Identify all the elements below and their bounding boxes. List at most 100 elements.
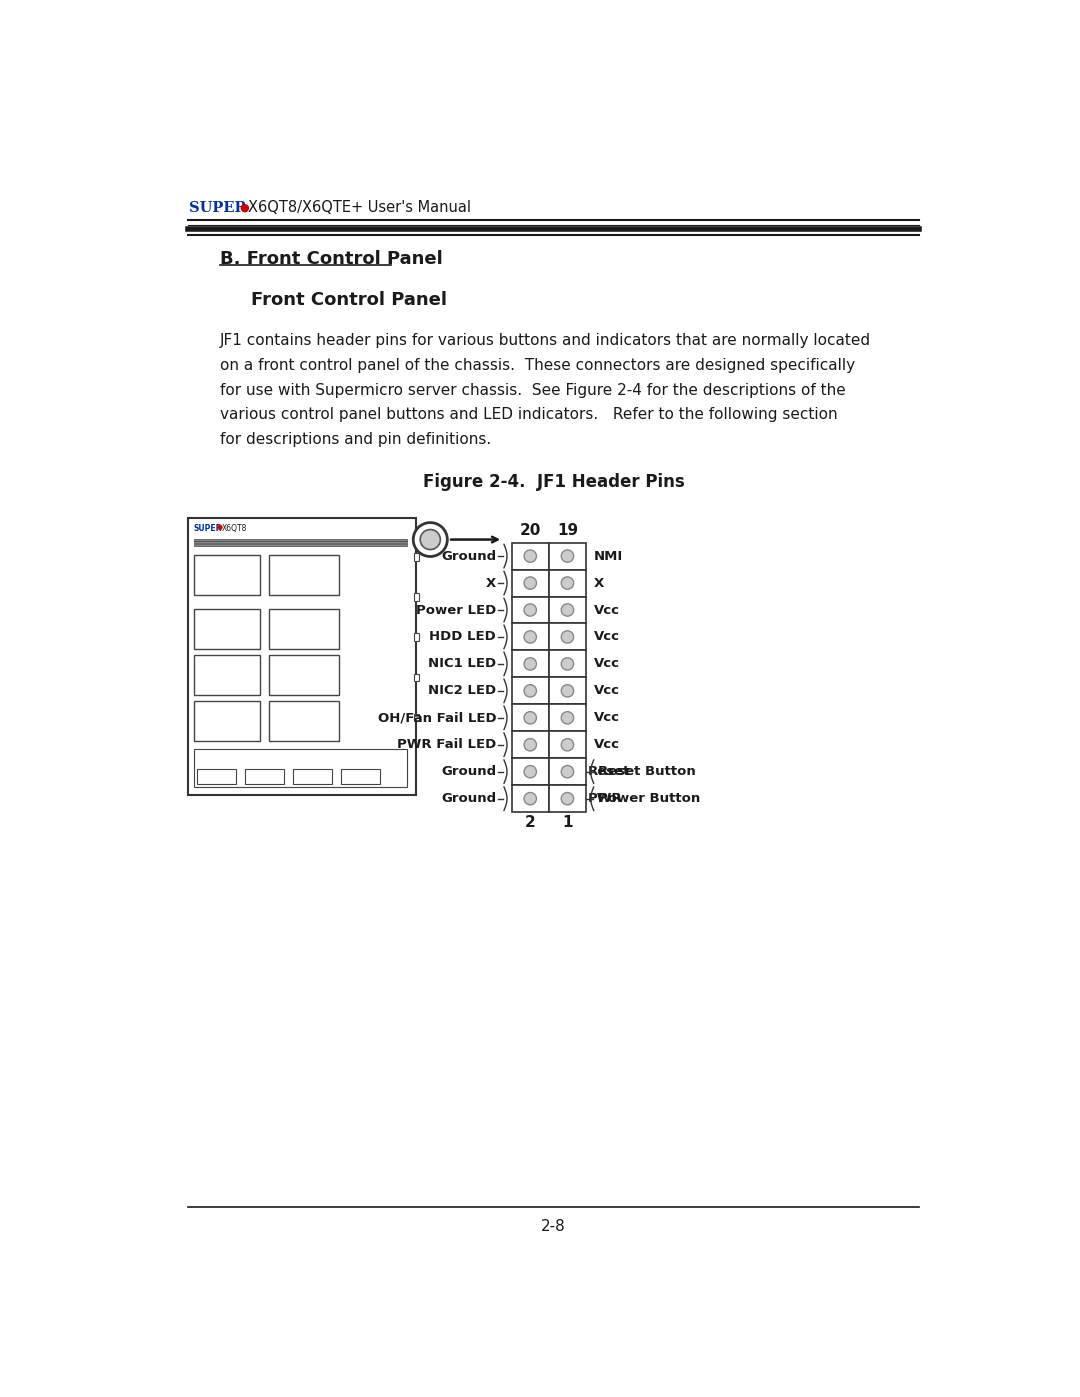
Text: X6QT8: X6QT8 xyxy=(221,524,247,534)
Text: Figure 2-4.  JF1 Header Pins: Figure 2-4. JF1 Header Pins xyxy=(422,472,685,490)
Bar xyxy=(512,678,549,704)
Circle shape xyxy=(524,685,537,697)
Text: Vcc: Vcc xyxy=(594,685,620,697)
Bar xyxy=(269,555,339,595)
Text: for descriptions and pin definitions.: for descriptions and pin definitions. xyxy=(220,432,491,447)
Text: SUPER: SUPER xyxy=(194,524,222,534)
Circle shape xyxy=(524,711,537,724)
Bar xyxy=(188,518,416,795)
Bar xyxy=(549,542,586,570)
Circle shape xyxy=(562,711,573,724)
Bar xyxy=(194,609,260,648)
Text: Ground: Ground xyxy=(441,549,496,563)
Circle shape xyxy=(414,522,447,556)
Circle shape xyxy=(420,529,441,549)
Bar xyxy=(194,555,260,595)
Circle shape xyxy=(562,577,573,590)
Circle shape xyxy=(524,739,537,752)
Circle shape xyxy=(562,792,573,805)
Bar xyxy=(341,768,380,784)
Bar xyxy=(194,655,260,696)
Bar xyxy=(549,597,586,623)
Text: X6QT8/X6QTE+ User's Manual: X6QT8/X6QTE+ User's Manual xyxy=(248,200,471,215)
Text: Reset: Reset xyxy=(588,766,630,778)
Bar xyxy=(549,759,586,785)
Bar xyxy=(512,597,549,623)
Circle shape xyxy=(562,766,573,778)
Text: Front Control Panel: Front Control Panel xyxy=(252,291,447,309)
Bar xyxy=(512,759,549,785)
Text: X: X xyxy=(486,577,496,590)
Bar xyxy=(512,731,549,759)
Text: Vcc: Vcc xyxy=(594,604,620,616)
Text: Vcc: Vcc xyxy=(594,738,620,752)
Text: Ground: Ground xyxy=(441,766,496,778)
Text: 2-8: 2-8 xyxy=(541,1220,566,1234)
Bar xyxy=(293,768,332,784)
Bar xyxy=(269,701,339,742)
Bar xyxy=(512,623,549,651)
Circle shape xyxy=(524,550,537,562)
Bar xyxy=(414,673,419,682)
Bar xyxy=(549,731,586,759)
Circle shape xyxy=(524,658,537,671)
Circle shape xyxy=(524,766,537,778)
Text: Vcc: Vcc xyxy=(594,711,620,724)
Bar xyxy=(549,570,586,597)
Text: NMI: NMI xyxy=(594,549,623,563)
Circle shape xyxy=(562,550,573,562)
Text: Vcc: Vcc xyxy=(594,658,620,671)
Bar xyxy=(512,542,549,570)
Text: Vcc: Vcc xyxy=(594,630,620,644)
Text: PWR: PWR xyxy=(588,792,622,805)
Text: X: X xyxy=(594,577,604,590)
Text: Power LED: Power LED xyxy=(416,604,496,616)
Bar xyxy=(549,623,586,651)
Text: 19: 19 xyxy=(557,522,578,538)
Bar xyxy=(194,543,407,546)
Circle shape xyxy=(524,631,537,643)
Text: SUPER: SUPER xyxy=(189,201,247,215)
Text: HDD LED: HDD LED xyxy=(430,630,496,644)
Text: NIC1 LED: NIC1 LED xyxy=(428,658,496,671)
Bar xyxy=(549,678,586,704)
Text: NIC2 LED: NIC2 LED xyxy=(428,685,496,697)
Bar xyxy=(269,655,339,696)
Circle shape xyxy=(524,792,537,805)
Text: 2: 2 xyxy=(525,816,536,830)
Text: B. Front Control Panel: B. Front Control Panel xyxy=(220,250,443,267)
Text: various control panel buttons and LED indicators.   Refer to the following secti: various control panel buttons and LED in… xyxy=(220,408,838,422)
Bar xyxy=(194,542,407,543)
Text: 1: 1 xyxy=(563,816,572,830)
Circle shape xyxy=(562,604,573,616)
Bar xyxy=(549,651,586,678)
Text: OH/Fan Fail LED: OH/Fan Fail LED xyxy=(378,711,496,724)
Bar xyxy=(194,749,407,788)
Circle shape xyxy=(524,577,537,590)
Bar xyxy=(512,651,549,678)
Text: on a front control panel of the chassis.  These connectors are designed specific: on a front control panel of the chassis.… xyxy=(220,358,855,373)
Bar xyxy=(245,768,284,784)
Text: Ground: Ground xyxy=(441,792,496,805)
Bar xyxy=(194,539,407,541)
Bar xyxy=(414,553,419,562)
Text: ●: ● xyxy=(240,203,249,212)
Text: 20: 20 xyxy=(519,522,541,538)
Text: Power Button: Power Button xyxy=(597,792,700,805)
Circle shape xyxy=(562,739,573,752)
Bar xyxy=(194,701,260,742)
Circle shape xyxy=(562,685,573,697)
Text: PWR Fail LED: PWR Fail LED xyxy=(397,738,496,752)
Bar xyxy=(197,768,235,784)
Bar xyxy=(512,704,549,731)
Bar xyxy=(414,714,419,721)
Bar xyxy=(549,704,586,731)
Circle shape xyxy=(562,631,573,643)
Bar xyxy=(512,570,549,597)
Bar xyxy=(512,785,549,812)
Text: ●: ● xyxy=(216,524,222,529)
Text: JF1 contains header pins for various buttons and indicators that are normally lo: JF1 contains header pins for various but… xyxy=(220,334,872,348)
Bar xyxy=(269,609,339,648)
Bar xyxy=(549,785,586,812)
Circle shape xyxy=(524,604,537,616)
